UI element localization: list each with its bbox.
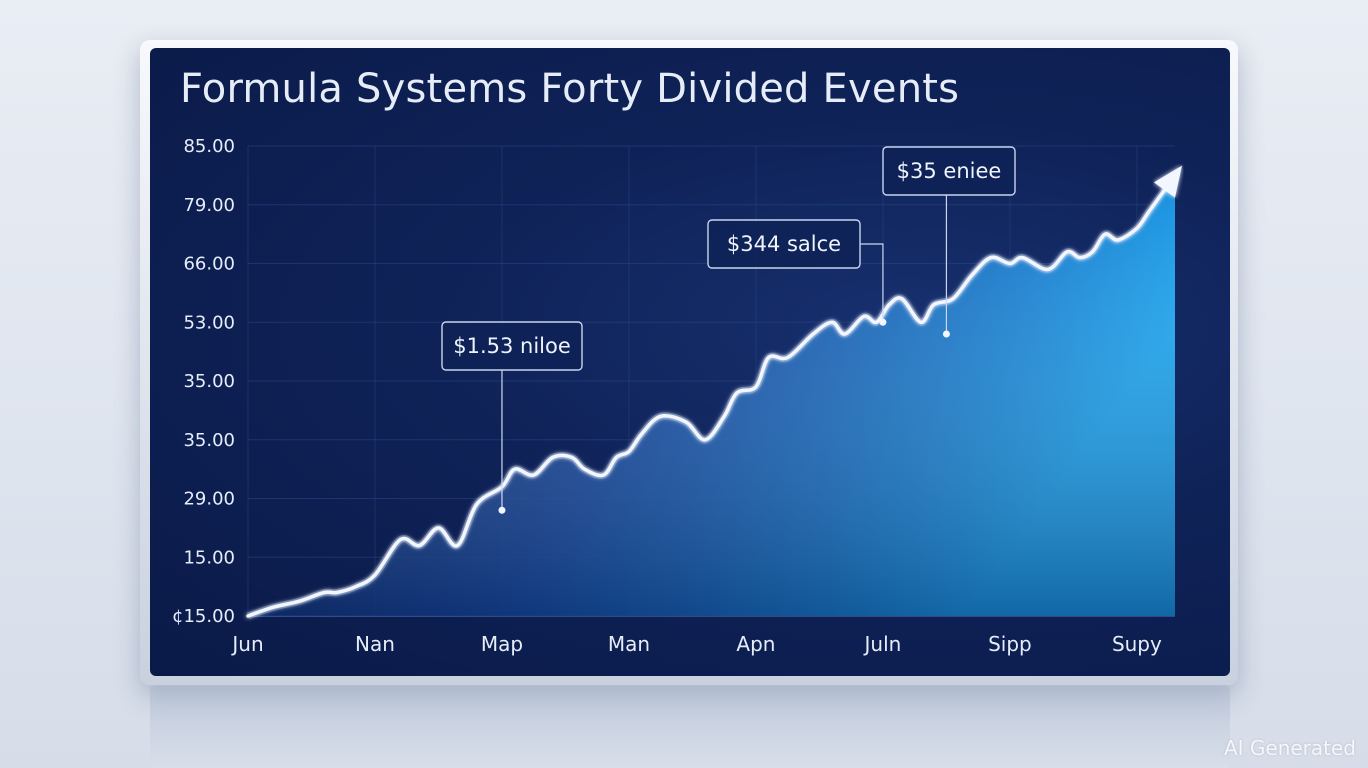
annotation-label: $35 eniee (897, 159, 1002, 183)
chart-reflection (150, 686, 1230, 768)
chart-title: Formula Systems Forty Divided Events (180, 66, 960, 112)
chart-panel: Formula Systems Forty Divided Events ¢15… (150, 48, 1230, 676)
x-axis: Jun Nan Map Man Apn Juln Sipp Supy (230, 632, 1162, 656)
annotation-leader (860, 243, 884, 323)
y-tick-label: 35.00 (183, 430, 235, 451)
annotations: $1.53 niloe $344 salce $35 eniee (441, 146, 1016, 514)
area-fill-layer (248, 175, 1175, 616)
annotation: $35 eniee (882, 146, 1016, 338)
series-line (246, 173, 1177, 618)
annotation-marker (498, 506, 506, 514)
annotation-marker (942, 330, 950, 338)
y-axis: ¢15.00 15.00 29.00 35.00 35.00 53.00 66.00 79.0… (172, 136, 235, 627)
y-tick-label: 35.00 (183, 371, 235, 392)
y-tick-label: 29.00 (183, 489, 235, 510)
x-tick-label: Apn (736, 632, 775, 656)
line-layer (246, 165, 1183, 620)
y-tick-label: 66.00 (183, 254, 235, 275)
trend-arrow-icon (1153, 165, 1183, 198)
annotation-box (707, 219, 861, 269)
annotation-box (882, 146, 1016, 196)
annotation: $344 salce (707, 219, 887, 326)
annotation-label: $344 salce (727, 232, 841, 256)
y-tick-label: 15.00 (183, 547, 235, 568)
x-tick-label: Nan (355, 632, 395, 656)
annotation: $1.53 niloe (441, 321, 583, 514)
annotation-marker (879, 318, 887, 326)
x-tick-label: Supy (1112, 632, 1162, 656)
watermark: AI Generated (1223, 736, 1356, 760)
x-tick-label: Sipp (988, 632, 1032, 656)
y-tick-label: 79.00 (183, 195, 235, 216)
annotation-box (441, 321, 583, 371)
y-tick-label: 53.00 (183, 312, 235, 333)
x-tick-label: Jun (230, 632, 263, 656)
x-tick-label: Map (481, 632, 523, 656)
area-chart: ¢15.00 15.00 29.00 35.00 35.00 53.00 66.00 79.0… (172, 136, 1183, 656)
y-tick-label: ¢15.00 (172, 606, 235, 627)
y-tick-label: 85.00 (183, 136, 235, 157)
area-shade (248, 175, 1175, 616)
x-tick-label: Juln (863, 632, 902, 656)
x-tick-label: Man (608, 632, 650, 656)
annotation-label: $1.53 niloe (453, 334, 571, 358)
